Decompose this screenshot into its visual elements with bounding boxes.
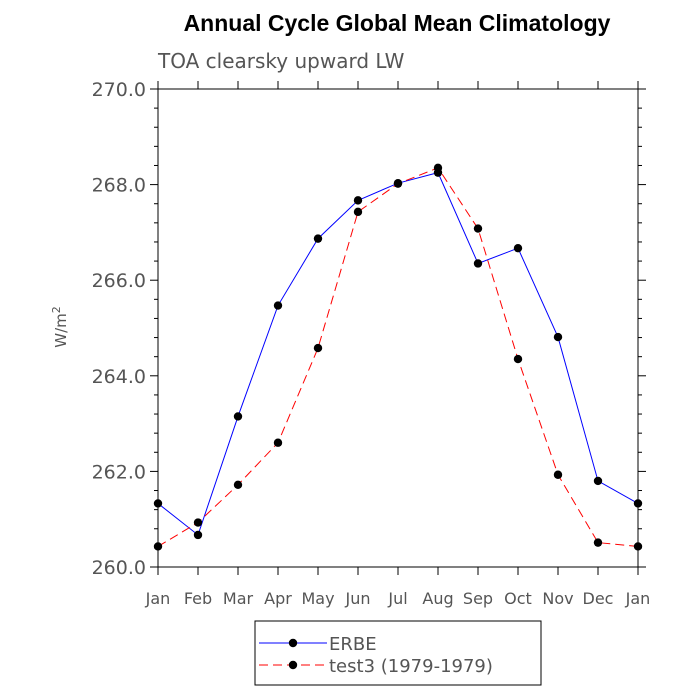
series-0-point (553, 332, 563, 342)
x-tick-label: Nov (542, 589, 573, 608)
series-1-point (473, 224, 483, 233)
x-tick-label: Sep (463, 589, 493, 608)
chart-series (153, 163, 643, 551)
x-tick-label: Feb (184, 589, 212, 608)
x-tick-labels: Jan Feb Mar Apr May Jun Jul Aug Sep Oct Nov Dec Jan (145, 589, 651, 608)
series-line-1 (157, 167, 639, 547)
series-1-point (393, 179, 403, 188)
series-1-point (233, 480, 243, 489)
x-tick-label: Jan (145, 589, 171, 608)
series-0-point (233, 412, 243, 421)
plot-axes (157, 88, 639, 568)
series-1-point (593, 538, 603, 547)
chart-title: Annual Cycle Global Mean Climatology (184, 10, 611, 36)
x-tick-label: May (301, 589, 334, 608)
y-tick-label: 260.0 (92, 557, 146, 579)
chart-subtitle: TOA clearsky upward LW (157, 49, 405, 73)
legend-swatch-marker (288, 660, 298, 670)
y-tick-label: 262.0 (92, 461, 146, 483)
x-tick-label: Apr (264, 589, 292, 608)
plot-frame (157, 88, 639, 568)
legend-box (254, 620, 542, 686)
x-tick-label: Jun (345, 589, 371, 608)
y-tick-label: 268.0 (92, 175, 146, 197)
x-tick-label: Jan (625, 589, 651, 608)
x-tick-label: Jul (387, 589, 407, 608)
legend-label: ERBE (329, 634, 377, 655)
y-tick-label: 264.0 (92, 366, 146, 388)
legend-label: test3 (1979-1979) (329, 656, 493, 677)
series-line-0 (157, 172, 639, 536)
y-tick-label: 266.0 (92, 270, 146, 292)
series-0-point (193, 530, 203, 540)
series-1-point (433, 163, 443, 173)
series-1-point (553, 470, 563, 479)
legend-swatch-marker (288, 638, 298, 648)
series-1-point (193, 518, 203, 527)
x-tick-label: Mar (223, 589, 254, 608)
series-1-point (353, 207, 363, 217)
series-1-point (153, 542, 163, 551)
series-1-point (273, 438, 283, 447)
series-0-point (273, 301, 283, 310)
series-0-point (353, 196, 363, 205)
series-0-point (313, 234, 323, 243)
x-tick-label: Oct (504, 589, 532, 608)
axis-ticks (150, 81, 646, 575)
series-1-point (633, 542, 643, 551)
x-tick-label: Aug (422, 589, 453, 608)
y-axis-label: W/m2 (50, 306, 70, 348)
series-0-point (153, 499, 163, 508)
series-0-point (513, 243, 523, 253)
series-0-point (633, 499, 643, 508)
y-tick-label: 270.0 (92, 79, 146, 101)
y-tick-labels: 260.0 262.0 264.0 266.0 268.0 270.0 (92, 79, 146, 579)
series-0-point (593, 476, 603, 486)
series-1-point (513, 354, 523, 364)
series-0-point (473, 259, 483, 268)
series-1-point (313, 343, 323, 353)
x-tick-label: Dec (583, 589, 614, 608)
